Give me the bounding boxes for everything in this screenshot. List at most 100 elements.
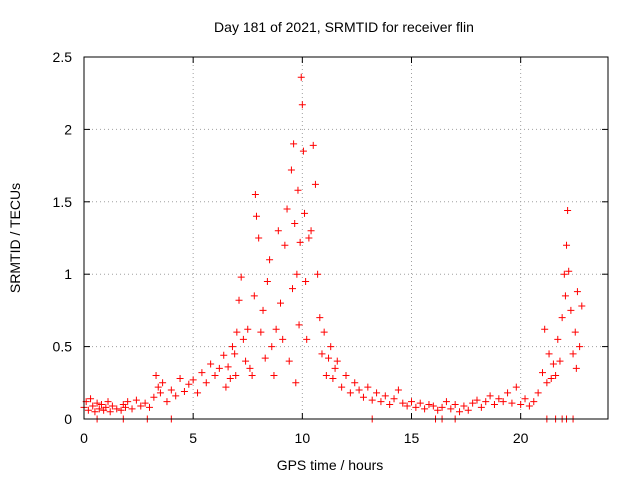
- data-point: [261, 354, 269, 362]
- data-point: [270, 372, 278, 380]
- data-point: [124, 398, 132, 406]
- data-point: [298, 101, 306, 109]
- data-point: [447, 405, 455, 413]
- y-axis-label: SRMTID / TECUs: [7, 183, 23, 293]
- y-tick-label: 1: [64, 266, 72, 282]
- x-tick-label: 5: [189, 430, 197, 446]
- data-point: [438, 403, 446, 411]
- data-point: [274, 227, 282, 235]
- data-point: [102, 403, 110, 411]
- data-point: [150, 393, 158, 401]
- data-point: [277, 299, 284, 307]
- data-point: [564, 206, 572, 214]
- data-point: [359, 393, 367, 401]
- data-point: [565, 267, 573, 275]
- data-point: [311, 180, 319, 188]
- data-point: [539, 369, 546, 377]
- data-point: [309, 141, 317, 149]
- data-point: [259, 306, 267, 314]
- data-point: [377, 398, 385, 406]
- data-point: [233, 328, 241, 336]
- data-point: [108, 402, 116, 410]
- y-tick-label: 2.5: [53, 49, 73, 65]
- data-point: [163, 398, 171, 406]
- data-point: [314, 270, 322, 278]
- data-point: [578, 302, 586, 310]
- data-point: [521, 395, 529, 403]
- data-point: [477, 403, 485, 411]
- data-point: [295, 321, 303, 329]
- data-point: [464, 406, 472, 414]
- data-point: [399, 399, 407, 407]
- data-point: [403, 402, 411, 410]
- data-point: [202, 379, 210, 387]
- data-point: [545, 350, 553, 358]
- data-point: [294, 186, 302, 194]
- data-point: [364, 383, 372, 391]
- data-point: [534, 389, 542, 397]
- data-point: [121, 403, 129, 411]
- data-point: [302, 277, 310, 285]
- data-point: [128, 405, 136, 413]
- data-point: [198, 369, 206, 377]
- x-tick-label: 0: [80, 430, 88, 446]
- data-point: [549, 360, 557, 368]
- data-point: [573, 288, 581, 296]
- data-point: [373, 389, 381, 397]
- data-point: [279, 335, 287, 343]
- data-point: [442, 398, 450, 406]
- data-point: [244, 325, 252, 333]
- data-point: [571, 328, 579, 336]
- data-point: [180, 387, 188, 395]
- data-point: [561, 292, 569, 300]
- data-point: [305, 234, 313, 242]
- data-point: [93, 399, 101, 407]
- data-point: [316, 314, 324, 322]
- data-point: [558, 314, 566, 322]
- data-point: [215, 364, 223, 372]
- data-point: [293, 270, 301, 278]
- data-point: [228, 343, 236, 351]
- data-point: [231, 350, 239, 358]
- data-point: [307, 227, 315, 235]
- data-point: [137, 402, 145, 410]
- data-point: [159, 379, 167, 387]
- data-point: [189, 376, 197, 384]
- data-point: [355, 386, 363, 394]
- data-point: [232, 372, 240, 380]
- data-point: [211, 372, 219, 380]
- data-point: [220, 351, 228, 359]
- data-point: [416, 399, 424, 407]
- data-point: [292, 379, 300, 387]
- data-point: [563, 241, 571, 249]
- data-point: [552, 372, 560, 380]
- data-point: [252, 212, 260, 220]
- data-point: [456, 408, 464, 416]
- data-point: [89, 402, 97, 410]
- data-point: [434, 406, 442, 414]
- data-point: [87, 395, 95, 403]
- data-point: [530, 398, 538, 406]
- data-point: [156, 389, 164, 397]
- data-point: [517, 401, 525, 409]
- data-point: [207, 360, 215, 368]
- data-point: [283, 205, 291, 213]
- x-tick-label: 15: [404, 430, 420, 446]
- data-point: [185, 380, 193, 388]
- data-point: [291, 220, 299, 228]
- data-point: [325, 354, 333, 362]
- data-point: [266, 256, 274, 264]
- data-point: [390, 395, 398, 403]
- data-point: [303, 335, 311, 343]
- data-point: [473, 396, 481, 404]
- data-point: [412, 403, 420, 411]
- data-point: [237, 273, 245, 281]
- data-point: [460, 402, 468, 410]
- data-point: [290, 140, 298, 148]
- data-point: [301, 209, 309, 217]
- data-point: [508, 399, 516, 407]
- data-point: [547, 374, 555, 382]
- data-point: [235, 296, 243, 304]
- data-points: [80, 73, 586, 423]
